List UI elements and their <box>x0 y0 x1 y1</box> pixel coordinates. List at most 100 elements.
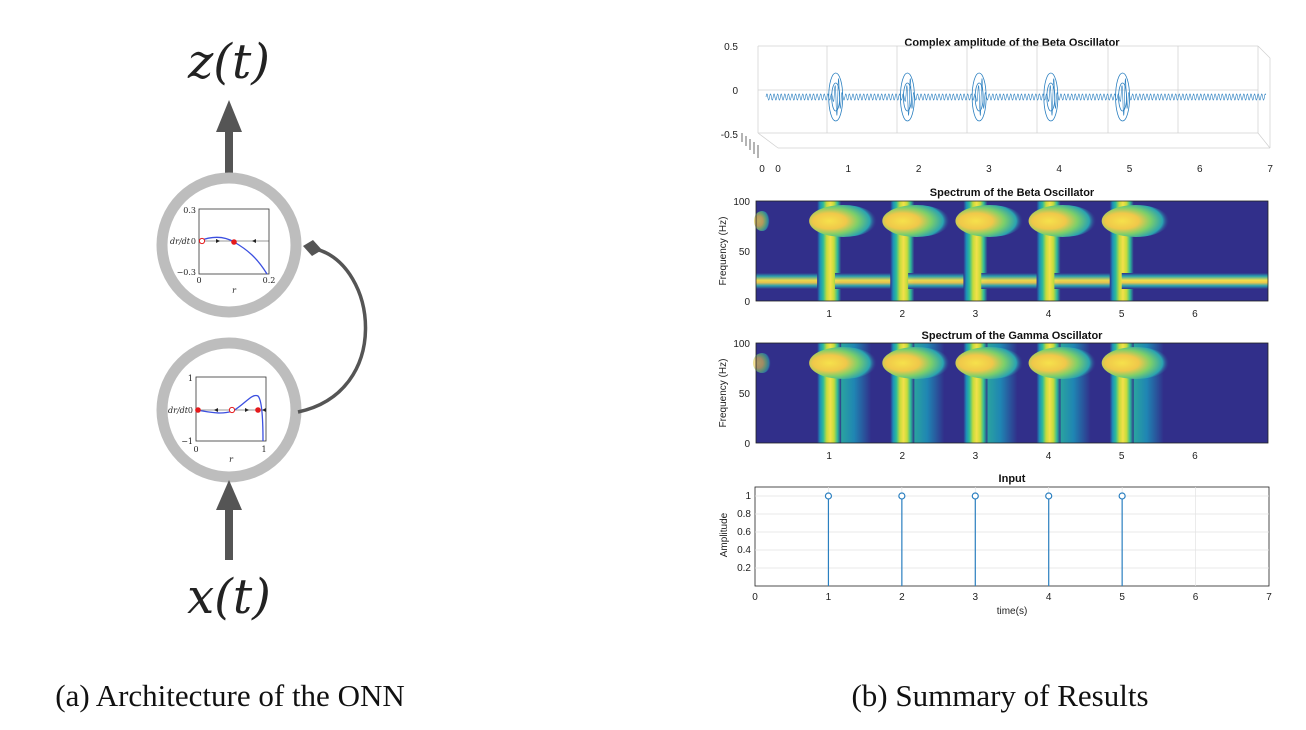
y-axis-label: Amplitude <box>719 512 730 557</box>
panel-title: Complex amplitude of the Beta Oscillator <box>904 37 1120 49</box>
svg-text:0: 0 <box>744 297 750 308</box>
results-summary: Complex amplitude of the Beta Oscillator <box>718 37 1273 713</box>
flow-arrow-left <box>252 239 256 243</box>
x-tick-label: 0 <box>775 164 781 175</box>
burst-blob <box>882 205 951 237</box>
burst-loop <box>900 72 915 122</box>
y-tick-labels: 1 0.8 0.6 0.4 0.2 <box>737 491 751 574</box>
flow-arrow-right <box>216 239 220 243</box>
stem-marker <box>898 492 906 500</box>
x-tick-label: 6 <box>1193 592 1199 603</box>
x-tick-label: 4 <box>1056 164 1062 175</box>
output-label: z(t) <box>187 34 270 90</box>
base-band <box>756 273 822 289</box>
x-tick-label: 2 <box>916 164 922 175</box>
y-axis-label: Frequency (Hz) <box>718 217 729 286</box>
3d-box <box>757 45 1271 149</box>
base-band <box>1054 273 1114 289</box>
connection-arc <box>297 247 368 414</box>
stems <box>824 492 1126 586</box>
x-tick-label: 3 <box>973 309 979 320</box>
stem-marker <box>1118 492 1126 500</box>
unstable-fixed-point <box>198 237 206 245</box>
x-tick-label: 1 <box>826 592 832 603</box>
burst-loop <box>974 82 984 112</box>
flow-arrow-left <box>214 408 218 412</box>
svg-text:r: r <box>232 286 237 295</box>
base-band <box>1121 273 1268 289</box>
output-arrow <box>216 100 242 178</box>
svg-text:0: 0 <box>193 445 198 454</box>
stem-marker <box>824 492 833 500</box>
x-tick-label: 4 <box>1046 592 1052 603</box>
svg-text:−0.3: −0.3 <box>177 268 196 277</box>
stable-fixed-point <box>195 407 201 413</box>
caption-b: (b) Summary of Results <box>851 678 1148 713</box>
beta-spectrum-panel: Spectrum of the Beta Oscillator Frequenc… <box>718 187 1269 320</box>
svg-text:1: 1 <box>261 445 266 454</box>
amplitude-line <box>765 77 1267 117</box>
burst-blob <box>955 205 1024 237</box>
burst-loop <box>903 82 912 112</box>
burst-blob <box>882 347 951 379</box>
y-axis-label: Frequency (Hz) <box>718 359 729 428</box>
beta-amplitude-panel: Complex amplitude of the Beta Oscillator <box>721 37 1274 175</box>
y-tick-label: 1 <box>745 491 751 502</box>
svg-text:0: 0 <box>188 406 193 415</box>
stable-fixed-point <box>231 239 237 245</box>
panel-title: Spectrum of the Beta Oscillator <box>930 187 1095 199</box>
heatmap <box>754 201 1268 301</box>
burst-loop <box>1043 72 1059 122</box>
x-tick-label: 4 <box>1046 451 1052 462</box>
x-tick-label: 6 <box>1192 451 1198 462</box>
x-tick-label: 3 <box>973 592 979 603</box>
depth-ticks <box>741 133 759 158</box>
svg-text:50: 50 <box>739 247 751 258</box>
burst-blob <box>809 205 878 237</box>
bottom-oscillator-node: 1 0 −1 0 1 dr/dt r <box>156 337 302 483</box>
top-oscillator-node: 0.3 0 −0.3 0 0.2 dr/dt r <box>156 172 302 318</box>
svg-text:dr/dt: dr/dt <box>168 406 189 415</box>
svg-text:0.2: 0.2 <box>263 276 276 285</box>
stem-marker <box>971 492 979 500</box>
bottom-node-curve <box>195 394 264 442</box>
x-axis-label: time(s) <box>997 606 1028 617</box>
svg-text:1: 1 <box>188 374 193 383</box>
base-band <box>981 273 1041 289</box>
x-tick-label: 7 <box>1267 164 1273 175</box>
caption-a: (a) Architecture of the ONN <box>55 678 404 713</box>
x-tick-label: 6 <box>1197 164 1203 175</box>
x-tick-labels: 0 1 2 3 4 5 6 7 <box>752 592 1272 603</box>
x-tick-label: 2 <box>900 309 906 320</box>
x-tick-label: 0 <box>752 592 758 603</box>
x-tick-label: 2 <box>900 451 906 462</box>
svg-text:0: 0 <box>732 86 738 97</box>
x-tick-labels: 1 2 3 4 5 6 <box>826 309 1198 320</box>
unstable-fixed-point <box>228 406 236 414</box>
svg-text:0: 0 <box>744 439 750 450</box>
base-band <box>908 273 968 289</box>
input-panel: Input Amplitude 1 0.8 0.6 0.4 0.2 0 1 2 3 4 5 6 7 t… <box>719 473 1272 617</box>
plot-area <box>754 486 1270 587</box>
stable-fixed-point <box>255 407 261 413</box>
svg-text:0.5: 0.5 <box>724 42 738 53</box>
svg-text:0: 0 <box>196 276 201 285</box>
x-tick-label: 3 <box>986 164 992 175</box>
y-tick-label: 0.8 <box>737 509 751 520</box>
svg-text:−1: −1 <box>181 437 193 446</box>
burst-blob <box>1101 205 1170 237</box>
edge-blob <box>753 353 771 373</box>
burst-blob <box>809 347 878 379</box>
x-tick-label: 1 <box>826 309 832 320</box>
input-label: x(t) <box>187 569 271 625</box>
x-tick-label: 5 <box>1119 451 1125 462</box>
heatmap <box>753 343 1170 443</box>
burst-loop <box>971 72 987 122</box>
svg-text:100: 100 <box>733 339 750 350</box>
y-tick-label: 0.6 <box>737 527 751 538</box>
x-tick-label: 5 <box>1119 309 1125 320</box>
burst-loop <box>1118 82 1127 112</box>
svg-text:0.3: 0.3 <box>183 206 196 215</box>
onn-architecture: z(t) 0.3 0 −0.3 0 0.2 dr/dt r <box>55 34 404 713</box>
